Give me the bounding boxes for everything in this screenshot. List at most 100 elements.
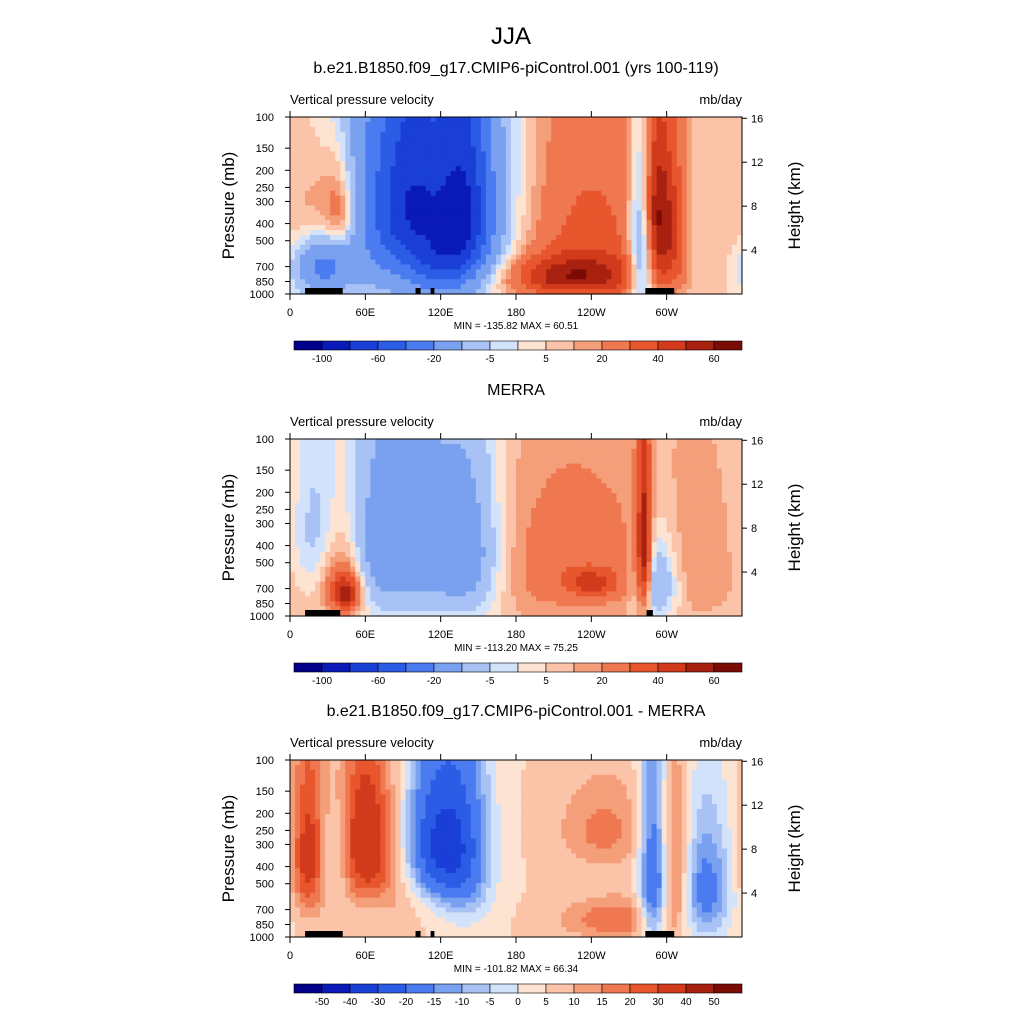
field-cell xyxy=(345,161,351,167)
field-cell xyxy=(676,230,683,236)
field-cell xyxy=(666,453,673,460)
field-cell xyxy=(375,190,381,197)
field-cell xyxy=(686,517,693,524)
field-cell xyxy=(591,190,597,197)
field-cell xyxy=(435,185,442,192)
field-cell xyxy=(480,195,487,202)
field-cell xyxy=(370,171,376,177)
field-cell xyxy=(365,220,371,226)
field-cell xyxy=(576,483,582,489)
field-cell xyxy=(656,230,663,236)
field-cell xyxy=(360,131,366,138)
field-cell xyxy=(666,117,673,123)
field-cell xyxy=(636,478,643,484)
field-cell xyxy=(320,205,326,212)
field-cell xyxy=(400,453,407,460)
field-cell xyxy=(581,195,587,202)
field-cell xyxy=(541,136,547,143)
field-cell xyxy=(315,210,321,216)
field-cell xyxy=(686,483,693,489)
field-cell xyxy=(521,517,527,524)
field-cell xyxy=(606,249,613,256)
field-cell xyxy=(320,117,326,123)
field-cell xyxy=(430,259,437,266)
field-cell xyxy=(380,235,387,241)
field-cell xyxy=(445,289,452,295)
field-cell xyxy=(395,264,402,271)
field-cell xyxy=(395,512,402,519)
field-cell xyxy=(400,171,407,177)
field-cell xyxy=(611,279,618,285)
field-cell xyxy=(395,478,402,484)
field-cell xyxy=(656,161,663,167)
field-cell xyxy=(606,522,613,529)
field-cell xyxy=(526,264,532,271)
field-cell xyxy=(340,443,346,450)
field-cell xyxy=(646,151,653,157)
field-cell xyxy=(300,517,306,524)
field-cell xyxy=(721,156,728,162)
field-cell xyxy=(420,141,427,148)
field-cell xyxy=(586,205,592,212)
field-cell xyxy=(480,463,487,470)
field-cell xyxy=(716,151,723,157)
field-cell xyxy=(686,136,693,143)
field-cell xyxy=(435,215,442,221)
field-cell xyxy=(551,126,557,133)
field-cell xyxy=(606,235,613,241)
field-cell xyxy=(390,151,397,157)
field-cell xyxy=(460,215,467,221)
field-cell xyxy=(450,156,457,162)
field-cell xyxy=(510,117,517,123)
field-cell xyxy=(445,185,452,192)
field-cell xyxy=(440,463,447,470)
field-cell xyxy=(500,254,507,261)
field-cell xyxy=(300,478,306,484)
field-cell xyxy=(495,185,502,192)
field-cell xyxy=(576,235,582,241)
field-cell xyxy=(390,180,397,187)
field-cell xyxy=(546,507,552,514)
field-cell xyxy=(380,493,387,499)
field-cell xyxy=(330,463,336,470)
field-cell xyxy=(626,483,633,489)
field-cell xyxy=(480,200,487,207)
field-cell xyxy=(325,284,331,290)
field-cell xyxy=(325,483,331,489)
field-cell xyxy=(410,126,417,133)
field-cell xyxy=(706,439,713,445)
field-cell xyxy=(420,146,427,153)
field-cell xyxy=(641,146,648,153)
field-cell xyxy=(586,230,592,236)
field-cell xyxy=(601,443,607,450)
field-cell xyxy=(651,473,658,479)
field-cell xyxy=(691,493,698,499)
field-cell xyxy=(591,166,597,172)
field-cell xyxy=(731,517,738,524)
field-cell xyxy=(581,210,587,216)
field-cell xyxy=(305,215,311,221)
field-cell xyxy=(586,141,592,148)
field-cell xyxy=(350,453,356,460)
field-cell xyxy=(300,141,306,148)
field-cell xyxy=(686,185,693,192)
field-cell xyxy=(500,244,507,251)
field-cell xyxy=(430,126,437,133)
field-cell xyxy=(641,176,648,182)
field-cell xyxy=(706,225,713,231)
field-cell xyxy=(340,176,346,182)
field-cell xyxy=(340,200,346,207)
field-cell xyxy=(490,171,497,177)
y-tick-label: 850 xyxy=(256,277,274,289)
field-cell xyxy=(701,171,708,177)
field-cell xyxy=(375,166,381,172)
field-cell xyxy=(405,156,412,162)
field-cell xyxy=(375,279,381,285)
field-cell xyxy=(586,244,592,251)
field-cell xyxy=(500,176,507,182)
field-cell xyxy=(295,463,301,470)
field-cell xyxy=(581,522,587,529)
field-cell xyxy=(736,200,743,207)
field-cell xyxy=(315,498,321,504)
field-cell xyxy=(395,121,402,128)
